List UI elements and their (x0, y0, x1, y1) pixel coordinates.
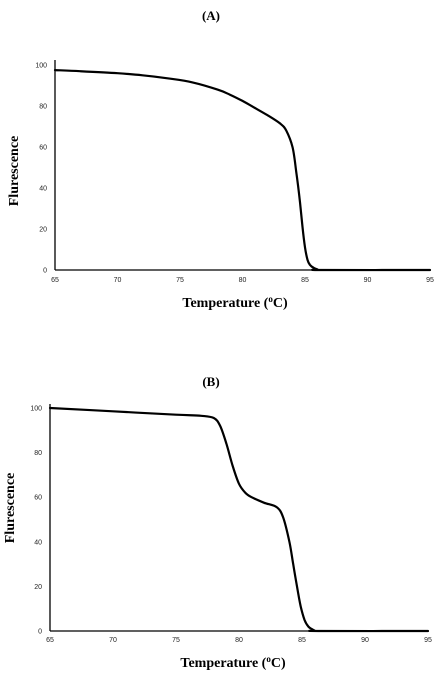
chart-b: (B) 0 20 40 60 80 100 65 70 75 80 85 90 95 Temperat… (3, 374, 432, 671)
chart-a-x-tick-label: 80 (239, 277, 247, 284)
chart-b-x-tick-label: 65 (46, 637, 54, 644)
chart-a-x-tick-label: 75 (176, 277, 184, 284)
chart-a-y-ticks: 0 20 40 60 80 100 (35, 63, 47, 275)
chart-b-y-tick-label: 20 (34, 584, 42, 591)
chart-b-x-axis-title: Temperature (oC) (180, 654, 286, 671)
chart-a-y-tick-label: 0 (43, 268, 47, 275)
chart-b-y-ticks: 0 20 40 60 80 100 (30, 406, 42, 636)
chart-a-y-tick-label: 80 (39, 104, 47, 111)
chart-b-y-axis-title: Flurescence (3, 473, 18, 544)
chart-a-x-axis-title: Temperature (oC) (182, 294, 288, 311)
chart-a-y-tick-label: 40 (39, 186, 47, 193)
chart-a: (A) 0 20 40 60 80 100 65 70 75 80 85 90 95 Temperat… (7, 8, 434, 311)
chart-a-x-tick-label: 70 (114, 277, 122, 284)
chart-b-y-tick-label: 40 (34, 539, 42, 546)
chart-b-x-tick-label: 80 (235, 637, 243, 644)
chart-b-x-tick-label: 90 (361, 637, 369, 644)
chart-b-y-tick-label: 60 (34, 495, 42, 502)
chart-b-y-tick-label: 100 (30, 406, 42, 413)
chart-a-y-tick-label: 20 (39, 227, 47, 234)
chart-a-x-tick-label: 65 (51, 277, 59, 284)
chart-a-y-tick-label: 100 (35, 63, 47, 70)
chart-b-x-tick-label: 85 (298, 637, 306, 644)
chart-a-x-tick-label: 90 (364, 277, 372, 284)
panel-label-b: (B) (202, 374, 219, 389)
chart-a-series-line (53, 69, 432, 272)
chart-b-x-tick-label: 95 (424, 637, 432, 644)
chart-b-x-tick-label: 70 (109, 637, 117, 644)
chart-a-x-tick-label: 85 (301, 277, 309, 284)
chart-a-x-ticks: 65 70 75 80 85 90 95 (51, 277, 434, 284)
panel-label-a: (A) (202, 8, 220, 23)
chart-a-y-axis-title: Flurescence (7, 136, 22, 207)
chart-a-x-tick-label: 95 (426, 277, 434, 284)
chart-b-series-line (48, 406, 430, 633)
chart-a-y-tick-label: 60 (39, 145, 47, 152)
chart-b-x-ticks: 65 70 75 80 85 90 95 (46, 637, 432, 644)
chart-b-y-tick-label: 0 (38, 629, 42, 636)
chart-b-x-tick-label: 75 (172, 637, 180, 644)
chart-b-y-tick-label: 80 (34, 450, 42, 457)
